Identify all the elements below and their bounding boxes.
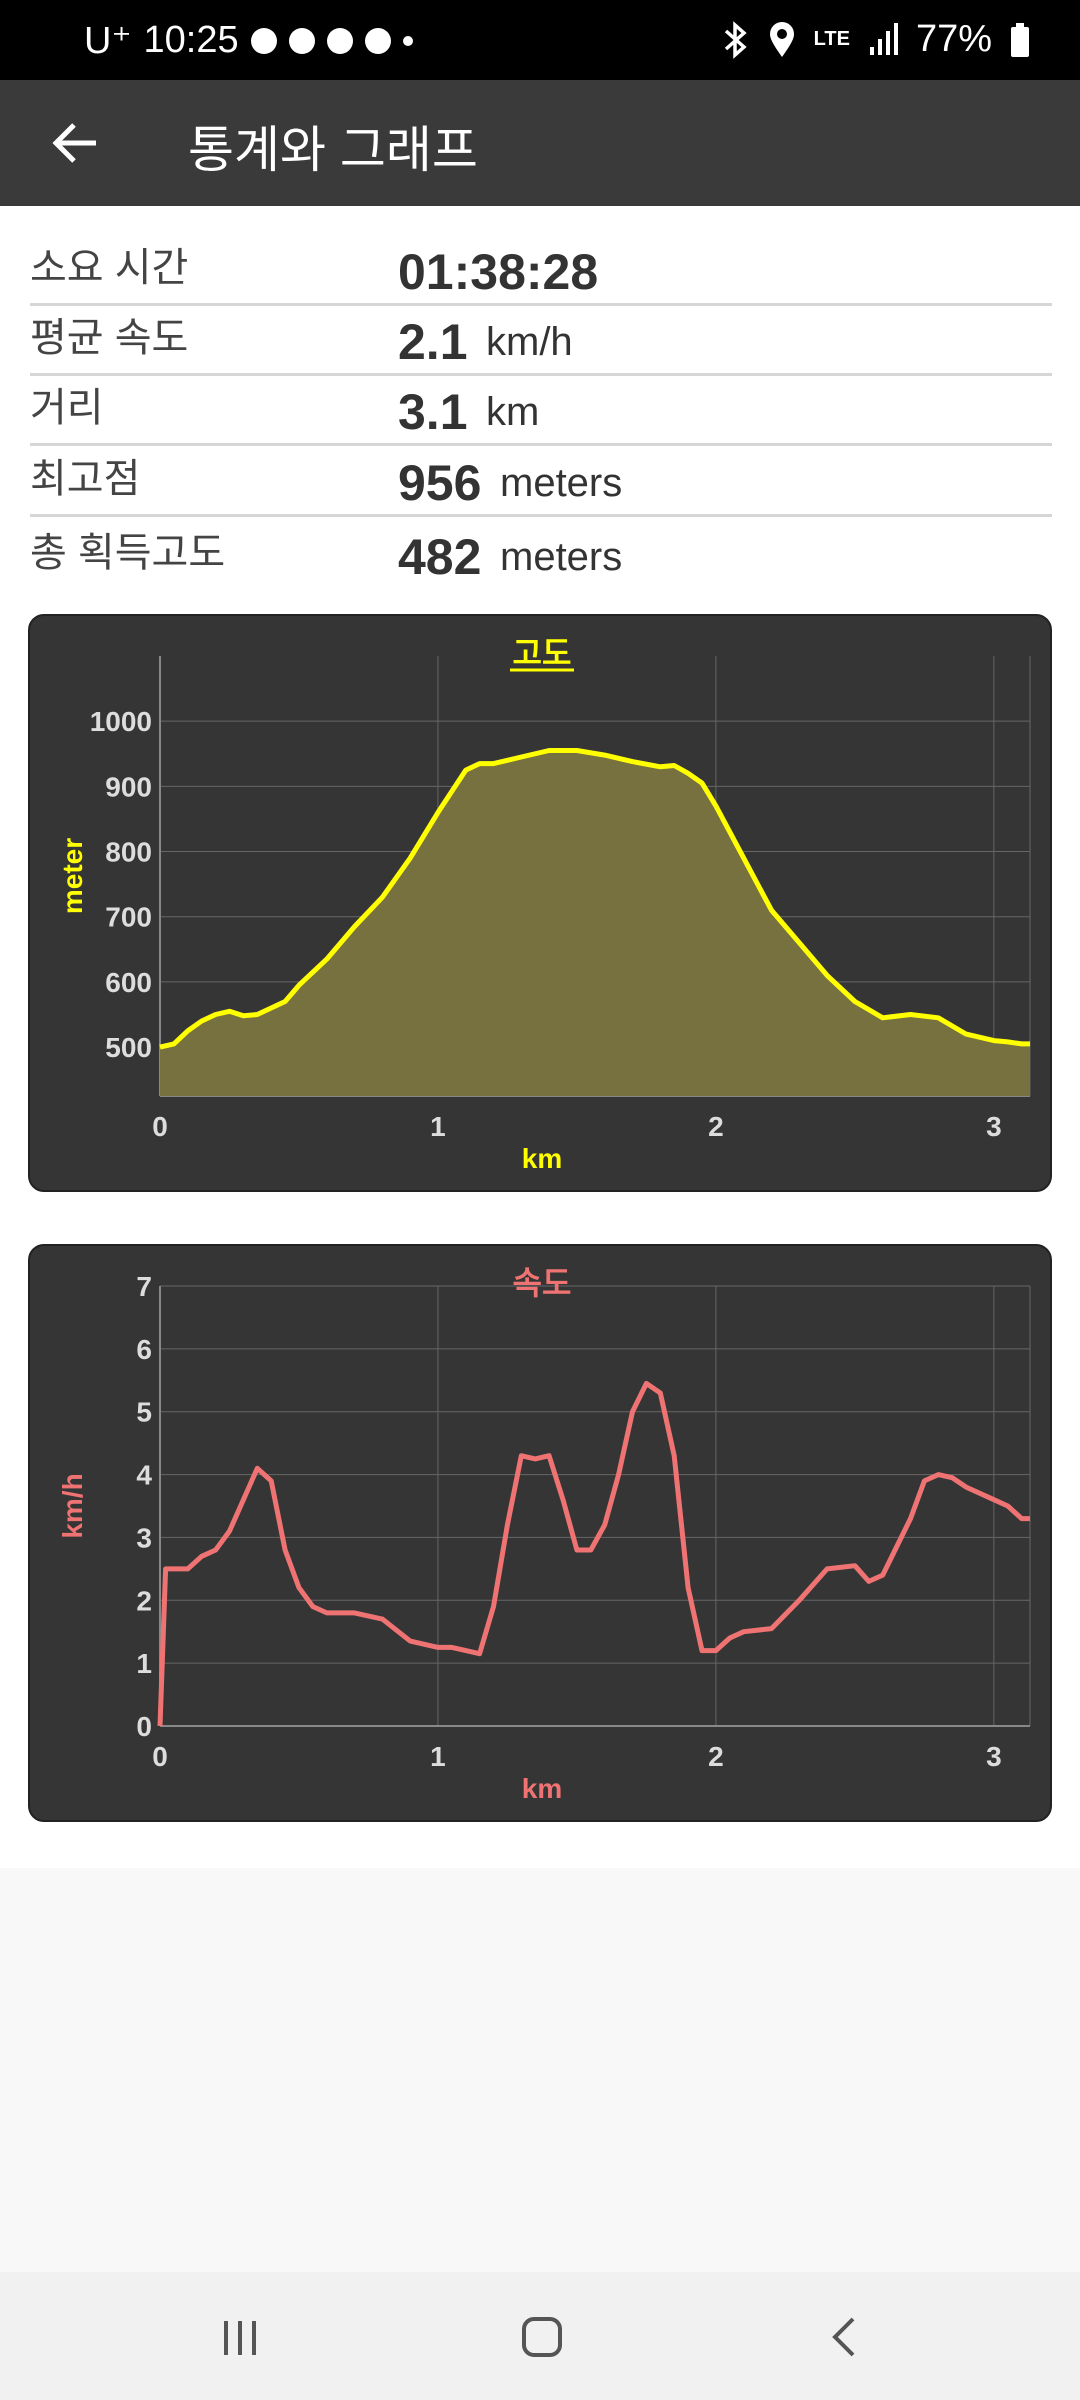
stat-value: 2.1	[398, 314, 468, 370]
y-tick-label: 600	[105, 967, 152, 998]
y-tick-label: 6	[136, 1334, 152, 1365]
stat-row-max-altitude: 최고점 956 meters	[30, 447, 1052, 517]
x-tick-label: 3	[986, 1741, 1002, 1772]
clock: 10:25	[143, 19, 239, 61]
stat-label: 최고점	[30, 457, 141, 501]
x-axis-label: km	[522, 1773, 562, 1804]
y-tick-label: 900	[105, 771, 152, 802]
y-tick-label: 4	[136, 1460, 152, 1491]
arrow-left-icon	[52, 123, 96, 163]
y-tick-label: 500	[105, 1032, 152, 1063]
location-icon	[769, 21, 794, 57]
stat-value: 3.1	[398, 384, 468, 440]
area-fill	[160, 750, 1030, 1096]
battery-percent: 77%	[915, 18, 992, 60]
series-line	[159, 748, 1030, 1050]
y-tick-label: 7	[136, 1271, 152, 1302]
stat-unit: meters	[500, 535, 623, 579]
recent-apps-button[interactable]	[195, 2302, 285, 2372]
chart-title: 속도	[513, 1265, 572, 1301]
x-tick-label: 1	[430, 1111, 446, 1142]
y-tick-label: 5	[136, 1397, 152, 1428]
chevron-left-icon	[832, 2317, 855, 2357]
stat-unit: km/h	[486, 320, 573, 364]
system-back-button[interactable]	[800, 2302, 890, 2372]
recent-apps-icon	[224, 2321, 256, 2355]
page-title: 통계와 그래프	[188, 122, 478, 178]
back-button[interactable]	[30, 104, 118, 182]
signal-icon	[869, 22, 898, 55]
stat-row-distance: 거리 3.1 km	[30, 376, 1052, 446]
y-tick-label: 2	[136, 1585, 152, 1616]
home-icon	[522, 2317, 562, 2357]
y-tick-label: 700	[105, 902, 152, 933]
status-bar: U⁺ 10:25 LTE 77%	[0, 0, 1080, 80]
stat-row-total-gain: 총 획득고도 482 meters	[30, 518, 1052, 588]
status-bar-right: LTE 77%	[722, 18, 1030, 61]
notification-icon	[364, 27, 391, 54]
chart-title: 고도	[513, 635, 572, 671]
stat-row-avg-speed: 평균 속도 2.1 km/h	[30, 306, 1052, 376]
more-notifications-icon	[402, 35, 413, 46]
x-tick-label: 1	[430, 1741, 446, 1772]
y-tick-label: 3	[136, 1522, 152, 1553]
stat-row-duration: 소요 시간 01:38:28	[30, 236, 1052, 306]
navigation-bar	[0, 2272, 1080, 2400]
y-tick-label: 800	[105, 837, 152, 868]
stat-value: 01:38:28	[398, 244, 599, 300]
stat-label: 소요 시간	[30, 246, 189, 290]
carrier-label: U⁺	[84, 20, 132, 62]
x-tick-label: 2	[708, 1111, 724, 1142]
stat-value: 482	[398, 529, 482, 585]
y-tick-label: 1	[136, 1648, 152, 1679]
y-tick-label: 1000	[90, 706, 152, 737]
altitude-chart: 0 1 2 3 500 600 700 800 900 1000 고도 km meter	[57, 635, 1031, 1174]
y-tick-label: 0	[136, 1711, 152, 1742]
x-tick-label: 2	[708, 1741, 724, 1772]
notification-icon	[326, 27, 353, 54]
x-tick-label: 3	[986, 1111, 1002, 1142]
network-type: LTE	[813, 28, 850, 50]
speed-chart-card: 0 1 2 3 0 1 2 3 4 5 6 7 속도 km km/h	[28, 1244, 1052, 1822]
stat-unit: km	[486, 390, 540, 434]
battery-icon	[1011, 22, 1029, 57]
notification-icon	[288, 27, 315, 54]
bluetooth-icon	[724, 20, 747, 59]
app-bar: 통계와 그래프	[0, 80, 1080, 206]
y-axis-label: km/h	[57, 1473, 88, 1538]
x-axis-label: km	[522, 1143, 562, 1174]
notification-icon	[250, 27, 277, 54]
stats-content: 소요 시간 01:38:28 평균 속도 2.1 km/h 거리 3.1 km …	[0, 206, 1080, 1868]
stat-label: 거리	[30, 386, 104, 430]
x-tick-label: 0	[152, 1111, 168, 1142]
series-line	[157, 1380, 1030, 1727]
y-axis-label: meter	[57, 838, 88, 914]
stat-value: 956	[398, 455, 482, 511]
speed-chart: 0 1 2 3 0 1 2 3 4 5 6 7 속도 km km/h	[57, 1265, 1031, 1804]
stat-label: 총 획득고도	[30, 531, 226, 575]
status-bar-left: U⁺ 10:25	[84, 18, 413, 63]
stat-label: 평균 속도	[30, 316, 189, 360]
altitude-chart-card: 0 1 2 3 500 600 700 800 900 1000 고도 km meter	[28, 614, 1052, 1192]
stat-unit: meters	[500, 461, 623, 505]
home-button[interactable]	[497, 2302, 587, 2372]
x-tick-label: 0	[152, 1741, 168, 1772]
